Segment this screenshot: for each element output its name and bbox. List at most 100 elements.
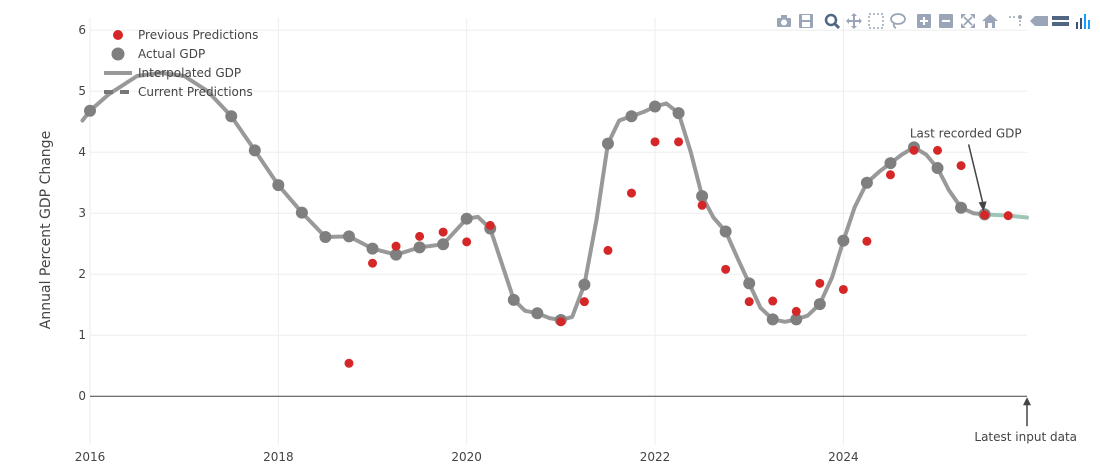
save-icon[interactable]: [796, 11, 818, 31]
plot-area[interactable]: [80, 70, 1029, 368]
previous-prediction-point[interactable]: [438, 227, 448, 237]
legend-swatch: [113, 30, 123, 40]
previous-prediction-point[interactable]: [838, 284, 848, 294]
actual-gdp-point[interactable]: [790, 313, 803, 326]
actual-gdp-point[interactable]: [225, 110, 238, 123]
plotly-logo-icon[interactable]: [1072, 11, 1094, 31]
actual-gdp-point[interactable]: [272, 179, 285, 192]
previous-prediction-point[interactable]: [791, 306, 801, 316]
axes: 0 1 2 3 4 5 6 2016 2018 2020 2022 2024: [75, 23, 1027, 464]
hover-closest-icon-glyph: [1030, 16, 1048, 26]
previous-prediction-point[interactable]: [1003, 211, 1013, 221]
previous-prediction-point[interactable]: [744, 297, 754, 307]
actual-gdp-point[interactable]: [649, 100, 662, 113]
previous-prediction-point[interactable]: [980, 210, 990, 220]
previous-prediction-point[interactable]: [697, 200, 707, 210]
previous-prediction-point[interactable]: [462, 237, 472, 247]
actual-gdp-point[interactable]: [437, 238, 450, 251]
previous-prediction-point[interactable]: [956, 161, 966, 171]
previous-prediction-point[interactable]: [579, 297, 589, 307]
actual-gdp-point[interactable]: [955, 201, 968, 214]
actual-gdp-point[interactable]: [696, 190, 709, 203]
y-axis-title: Annual Percent GDP Change: [38, 131, 54, 329]
home-icon[interactable]: [980, 11, 1002, 31]
lasso-icon[interactable]: [888, 11, 910, 31]
annotations: Last recorded GDP Latest input data: [910, 126, 1077, 444]
camera-icon[interactable]: [774, 11, 796, 31]
home-icon-glyph: [982, 14, 998, 28]
plotly-logo-icon-glyph: [1076, 14, 1090, 29]
spike-lines-icon[interactable]: [1006, 11, 1028, 31]
legend-item[interactable]: Actual GDP: [111, 47, 206, 61]
actual-gdp-point[interactable]: [672, 107, 685, 120]
zoom-out-icon[interactable]: [936, 11, 958, 31]
box-select-icon[interactable]: [866, 11, 888, 31]
actual-gdp-point[interactable]: [625, 110, 638, 123]
zoom-in-icon[interactable]: [914, 11, 936, 31]
actual-gdp-point[interactable]: [719, 225, 732, 238]
actual-gdp-point[interactable]: [460, 212, 473, 225]
previous-prediction-point[interactable]: [909, 145, 919, 155]
previous-prediction-point[interactable]: [862, 236, 872, 246]
actual-gdp-point[interactable]: [860, 176, 873, 189]
zoom-icon[interactable]: [822, 11, 844, 31]
autoscale-icon[interactable]: [958, 11, 980, 31]
previous-prediction-point[interactable]: [391, 241, 401, 251]
hover-closest-icon[interactable]: [1028, 11, 1050, 31]
actual-gdp-point[interactable]: [813, 298, 826, 311]
actual-gdp-point[interactable]: [248, 144, 261, 157]
previous-prediction-point[interactable]: [885, 170, 895, 180]
previous-prediction-point[interactable]: [768, 296, 778, 306]
save-icon-glyph: [799, 14, 813, 28]
y-tick-label: 2: [78, 267, 86, 281]
previous-prediction-point[interactable]: [721, 264, 731, 274]
previous-prediction-point[interactable]: [485, 220, 495, 230]
actual-gdp-point[interactable]: [295, 206, 308, 219]
previous-prediction-point[interactable]: [674, 137, 684, 147]
previous-prediction-point[interactable]: [368, 258, 378, 268]
actual-gdp-point[interactable]: [837, 234, 850, 247]
actual-gdp-point[interactable]: [601, 137, 614, 150]
actual-gdp-point[interactable]: [319, 230, 332, 243]
legend-item[interactable]: Current Predictions: [104, 85, 253, 99]
legend-label: Previous Predictions: [138, 28, 258, 42]
previous-prediction-point[interactable]: [344, 358, 354, 368]
actual-gdp-point[interactable]: [390, 248, 403, 261]
actual-gdp-point[interactable]: [342, 230, 355, 243]
previous-prediction-point[interactable]: [815, 278, 825, 288]
legend[interactable]: Previous Predictions Actual GDP Interpolat…: [104, 28, 258, 99]
actual-gdp-point[interactable]: [884, 157, 897, 170]
actual-gdp-point[interactable]: [366, 242, 379, 255]
actual-gdp-point[interactable]: [507, 293, 520, 306]
latest-input-label: Latest input data: [974, 430, 1077, 444]
legend-item[interactable]: Interpolated GDP: [104, 66, 241, 80]
legend-item[interactable]: Previous Predictions: [113, 28, 258, 42]
grid-lines: [89, 18, 1027, 445]
actual-gdp-point[interactable]: [766, 313, 779, 326]
actual-gdp-point[interactable]: [413, 241, 426, 254]
pan-icon[interactable]: [844, 11, 866, 31]
last-recorded-arrowhead: [978, 201, 987, 212]
actual-gdp-point[interactable]: [743, 277, 756, 290]
actual-gdp-point[interactable]: [578, 278, 591, 291]
lasso-icon-glyph: [890, 13, 906, 29]
previous-prediction-point[interactable]: [626, 188, 636, 198]
last-recorded-arrow: [967, 144, 985, 207]
camera-icon-glyph: [777, 15, 791, 27]
y-tick-label: 6: [78, 23, 86, 37]
actual-gdp-point[interactable]: [531, 307, 544, 320]
previous-prediction-point[interactable]: [415, 231, 425, 241]
actual-gdp-point[interactable]: [84, 104, 96, 117]
actual-gdp-point[interactable]: [931, 162, 944, 175]
autoscale-icon-glyph: [961, 14, 975, 28]
pan-icon-glyph: [846, 13, 862, 29]
y-tick-label: 3: [78, 206, 86, 220]
latest-input-arrowhead: [1023, 397, 1031, 406]
previous-prediction-point[interactable]: [933, 145, 943, 155]
previous-prediction-point[interactable]: [650, 137, 660, 147]
previous-prediction-point[interactable]: [603, 245, 613, 255]
previous-prediction-point[interactable]: [556, 317, 566, 327]
x-tick-label: 2016: [75, 450, 106, 464]
hover-compare-icon[interactable]: [1050, 11, 1072, 31]
